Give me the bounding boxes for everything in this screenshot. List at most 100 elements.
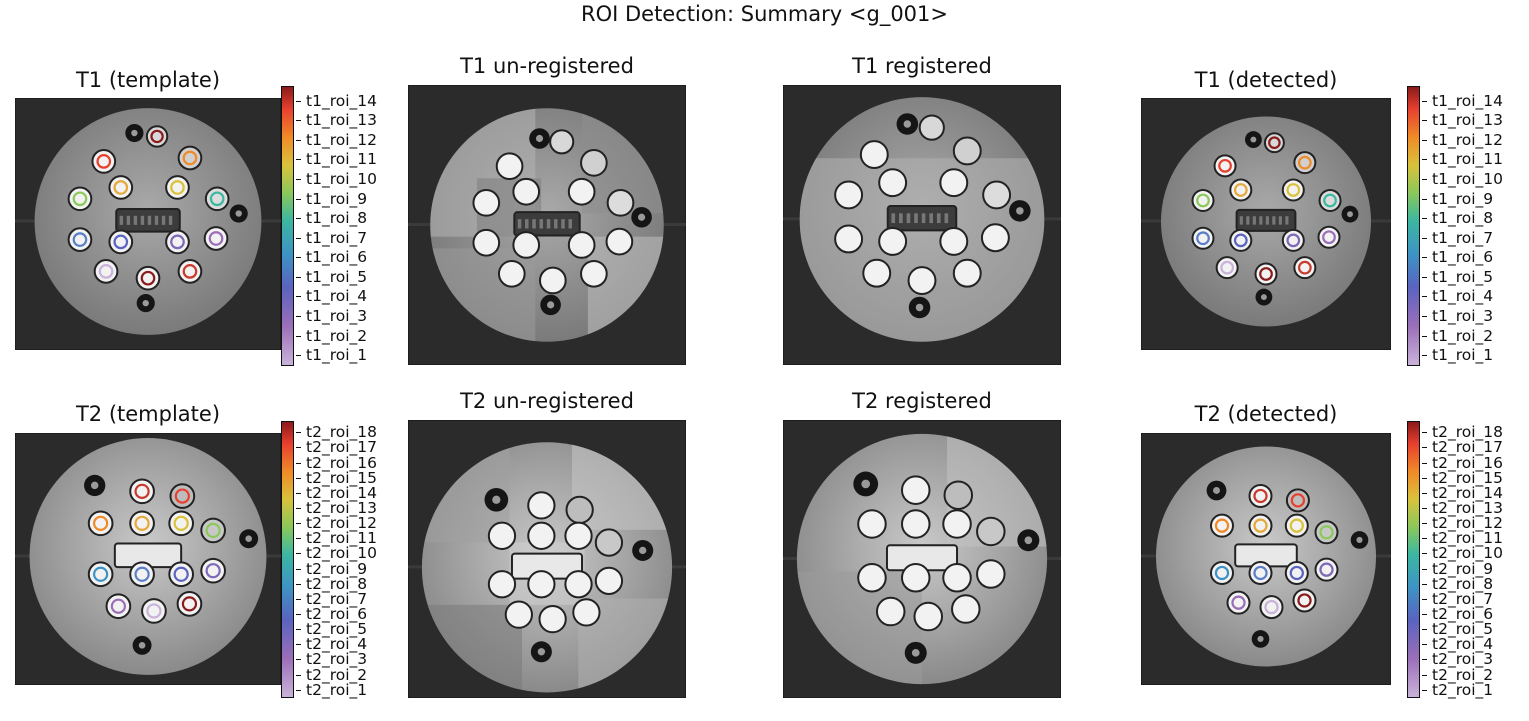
colorbar-label: t1_roi_4 (295, 287, 368, 306)
colorbar-label: t1_roi_3 (1421, 307, 1494, 326)
colorbar-label: t2_roi_9 (295, 559, 368, 578)
vial (204, 186, 230, 212)
vial (834, 224, 864, 254)
panel-title-t1-unregistered: T1 un-registered (460, 54, 634, 78)
phantom-image (408, 420, 686, 698)
t1-detected-image (1141, 98, 1391, 350)
vial (1281, 228, 1305, 252)
roi-ring (174, 488, 190, 504)
roi-ring (173, 515, 189, 531)
colorbar-label: t1_roi_1 (295, 346, 368, 365)
phantom-image (408, 85, 686, 365)
vial (1191, 226, 1215, 250)
roi-ring (113, 180, 129, 195)
vial (878, 168, 908, 198)
vial (497, 259, 526, 288)
roi-ring (96, 154, 112, 169)
roi-ring (1319, 562, 1334, 577)
vial (67, 186, 93, 212)
vial (177, 259, 203, 284)
vial (495, 152, 524, 181)
vial (942, 563, 972, 593)
roi-ring (1196, 231, 1210, 246)
colorbar-label: t2_roi_12 (1422, 514, 1503, 533)
vial (857, 509, 887, 539)
vial (1248, 513, 1273, 538)
vial (1285, 488, 1310, 513)
vial (168, 561, 195, 588)
colorbar-label: t2_roi_12 (296, 514, 377, 533)
roi-ring (1220, 260, 1235, 275)
phantom-image (783, 85, 1061, 365)
panel-title-t2-template: T2 (template) (75, 402, 221, 426)
vial (982, 180, 1012, 210)
vial (1210, 513, 1234, 538)
colorbar-label: t1_roi_7 (295, 228, 368, 247)
vial (564, 570, 593, 599)
roi-ring (1297, 593, 1312, 608)
vial (605, 227, 634, 256)
vial (135, 265, 161, 291)
colorbar-label: t2_roi_5 (1421, 620, 1494, 639)
colorbar-label: t2_roi_17 (296, 438, 377, 457)
colorbar-label: t1_roi_3 (295, 307, 368, 326)
vial (1191, 188, 1215, 212)
roi-ring (72, 232, 88, 247)
roi-ring (1253, 488, 1268, 504)
roi-ring (134, 566, 150, 582)
roi-ring (170, 180, 185, 195)
vial (900, 563, 931, 593)
vial (527, 521, 556, 550)
vial (939, 168, 969, 198)
t1-unregistered-image (408, 85, 686, 365)
vial (527, 570, 556, 599)
roi-ring (182, 264, 198, 279)
t1-registered-image (783, 85, 1061, 365)
colorbar-label: t2_roi_2 (295, 665, 368, 684)
vial (900, 475, 931, 505)
roi-ring (1290, 493, 1306, 508)
vial (129, 561, 155, 588)
roi-ring (1233, 183, 1248, 197)
colorbar-label: t2_roi_7 (295, 589, 368, 608)
colorbar-label: t1_roi_14 (296, 91, 377, 110)
vial (1314, 520, 1339, 545)
vial (834, 180, 864, 210)
colorbar-label: t2_roi_16 (296, 453, 377, 472)
vial (169, 483, 196, 509)
vial (145, 125, 169, 148)
colorbar-label: t1_roi_12 (1422, 130, 1503, 149)
figure-title: ROI Detection: Summary <g_001> (580, 2, 949, 26)
vial (203, 226, 229, 251)
vial (1293, 256, 1317, 280)
roi-ring (170, 234, 185, 250)
roi-ring (1289, 518, 1304, 533)
colorbar-label: t2_roi_5 (295, 620, 368, 639)
vial (942, 509, 972, 539)
colorbar-label: t2_roi_15 (296, 468, 377, 487)
vial (1213, 154, 1237, 178)
vial (1281, 178, 1305, 202)
vial (527, 491, 556, 520)
vial (87, 561, 114, 588)
vial (129, 510, 155, 537)
vial (91, 149, 117, 174)
colorbar-label: t1_roi_12 (296, 130, 377, 149)
t1-template-colorbar (281, 86, 294, 366)
roi-ring (205, 563, 221, 579)
roi-ring (1297, 260, 1312, 275)
vial (572, 598, 601, 627)
vial (980, 223, 1010, 253)
vial (1317, 225, 1341, 249)
vial (87, 510, 114, 537)
colorbar-label: t1_roi_2 (295, 326, 368, 345)
vial (862, 258, 892, 288)
vial (93, 259, 119, 284)
vial (859, 140, 889, 170)
roi-ring (1264, 599, 1279, 615)
roi-ring (150, 129, 164, 144)
roi-ring (1286, 233, 1301, 248)
vial (1284, 513, 1309, 538)
vial (1263, 132, 1285, 154)
roi-ring (134, 483, 150, 499)
